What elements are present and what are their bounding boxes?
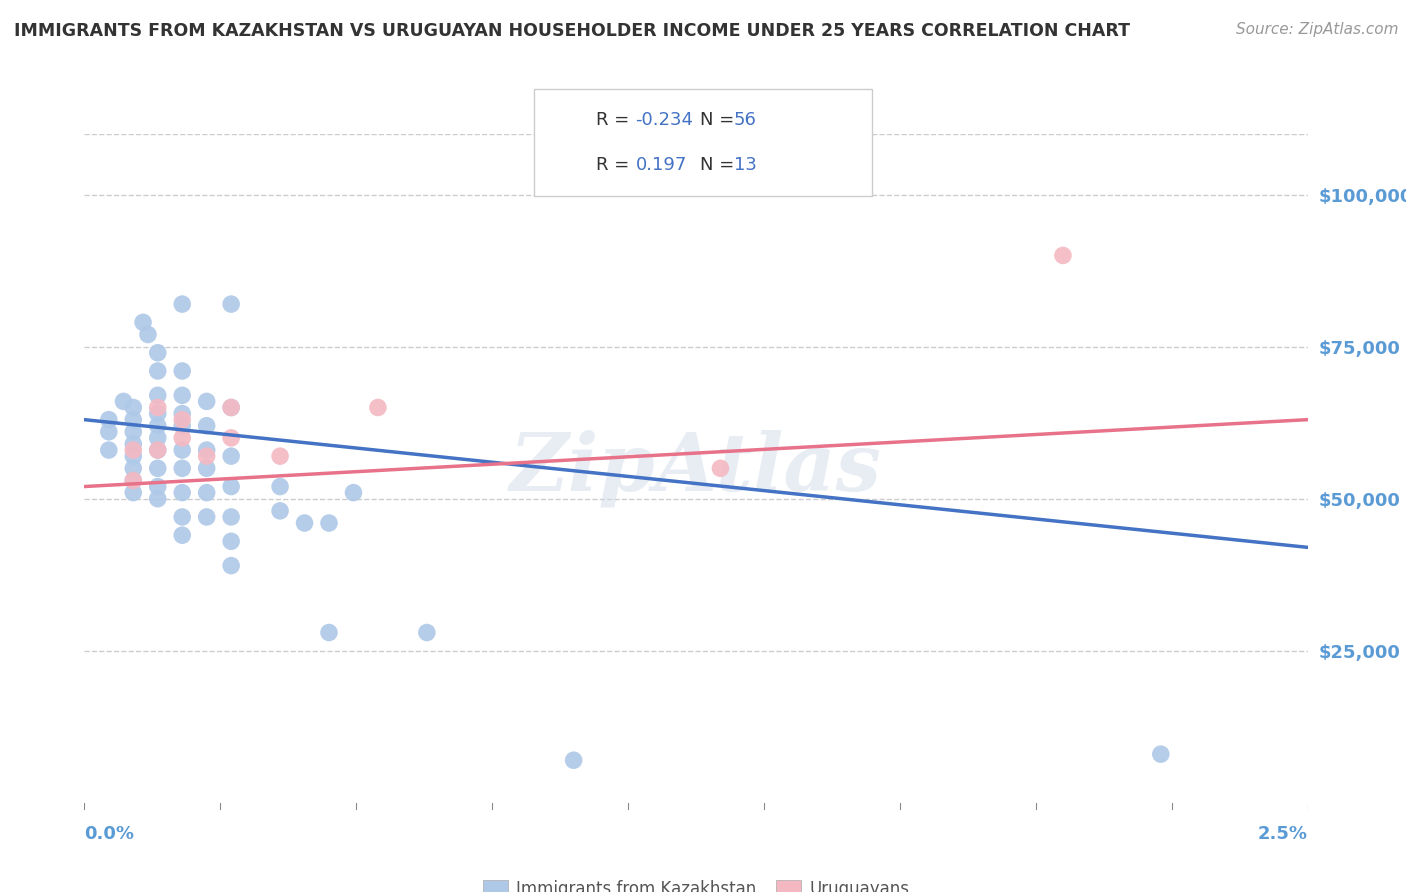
Legend: Immigrants from Kazakhstan, Uruguayans: Immigrants from Kazakhstan, Uruguayans — [475, 873, 917, 892]
Point — [122, 474, 145, 488]
Point — [146, 461, 169, 475]
Point — [122, 443, 145, 458]
Point — [172, 412, 194, 426]
Point — [195, 510, 218, 524]
Point — [172, 297, 194, 311]
Point — [172, 510, 194, 524]
Point — [709, 461, 731, 475]
Point — [122, 437, 145, 451]
Text: R =: R = — [596, 112, 636, 129]
Text: N =: N = — [700, 156, 740, 174]
Point — [172, 364, 194, 378]
Text: 0.197: 0.197 — [636, 156, 688, 174]
Point — [219, 431, 242, 445]
Point — [172, 388, 194, 402]
Text: R =: R = — [596, 156, 636, 174]
Point — [122, 474, 145, 488]
Point — [195, 394, 218, 409]
Point — [146, 407, 169, 421]
Point — [269, 449, 291, 463]
Point — [219, 510, 242, 524]
Point — [122, 425, 145, 439]
Point — [269, 504, 291, 518]
Point — [172, 418, 194, 433]
Text: 2.5%: 2.5% — [1257, 825, 1308, 843]
Text: ZipAtlas: ZipAtlas — [510, 430, 882, 507]
Point — [294, 516, 316, 530]
Point — [219, 534, 242, 549]
Point — [195, 443, 218, 458]
Point — [122, 485, 145, 500]
Point — [146, 418, 169, 433]
Point — [146, 443, 169, 458]
Point — [146, 491, 169, 506]
Point — [562, 753, 585, 767]
Point — [97, 425, 120, 439]
Point — [219, 558, 242, 573]
Point — [172, 407, 194, 421]
Point — [146, 431, 169, 445]
Point — [146, 479, 169, 493]
Point — [219, 449, 242, 463]
Point — [195, 449, 218, 463]
Text: -0.234: -0.234 — [636, 112, 693, 129]
Point — [112, 394, 135, 409]
Point — [172, 431, 194, 445]
Point — [219, 297, 242, 311]
Point — [122, 449, 145, 463]
Point — [172, 528, 194, 542]
Point — [1150, 747, 1173, 761]
Point — [146, 388, 169, 402]
Point — [172, 485, 194, 500]
Point — [97, 412, 120, 426]
Point — [136, 327, 159, 342]
Point — [219, 479, 242, 493]
Point — [219, 401, 242, 415]
Point — [269, 479, 291, 493]
Point — [367, 401, 389, 415]
Text: N =: N = — [700, 112, 740, 129]
Text: Source: ZipAtlas.com: Source: ZipAtlas.com — [1236, 22, 1399, 37]
Point — [342, 485, 364, 500]
Text: 0.0%: 0.0% — [84, 825, 135, 843]
Point — [146, 345, 169, 359]
Point — [416, 625, 439, 640]
Point — [219, 401, 242, 415]
Point — [172, 443, 194, 458]
Point — [122, 412, 145, 426]
Point — [122, 461, 145, 475]
Point — [132, 315, 155, 329]
Point — [195, 485, 218, 500]
Point — [146, 443, 169, 458]
Point — [1052, 248, 1074, 262]
Point — [195, 461, 218, 475]
Text: 56: 56 — [734, 112, 756, 129]
Text: IMMIGRANTS FROM KAZAKHSTAN VS URUGUAYAN HOUSEHOLDER INCOME UNDER 25 YEARS CORREL: IMMIGRANTS FROM KAZAKHSTAN VS URUGUAYAN … — [14, 22, 1130, 40]
Point — [122, 401, 145, 415]
Point — [172, 461, 194, 475]
Point — [97, 443, 120, 458]
Point — [318, 625, 340, 640]
Point — [146, 364, 169, 378]
Point — [318, 516, 340, 530]
Text: 13: 13 — [734, 156, 756, 174]
Point — [195, 418, 218, 433]
Point — [146, 401, 169, 415]
